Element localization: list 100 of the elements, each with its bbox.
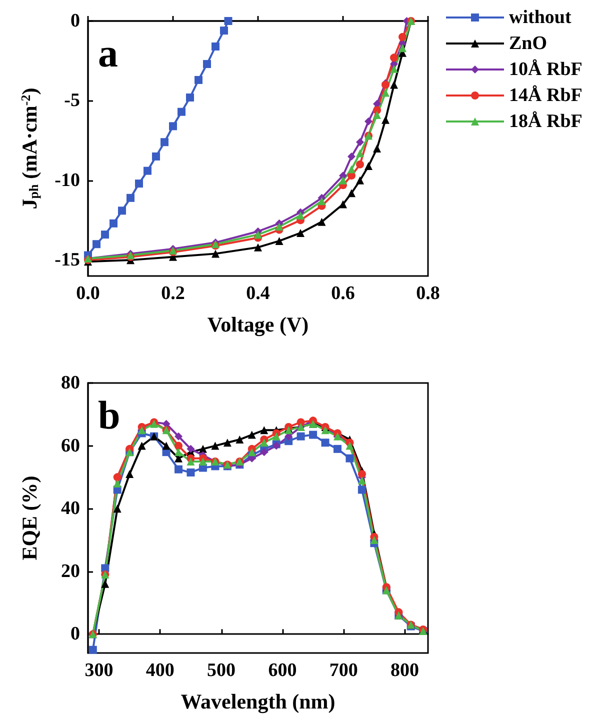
x-tick-label: 0.4 (246, 283, 270, 304)
point (138, 442, 146, 450)
point (174, 448, 183, 456)
x-tick-label: 300 (84, 660, 114, 681)
point (162, 442, 170, 450)
point (260, 438, 268, 447)
point (382, 88, 390, 97)
point (178, 108, 186, 116)
x-tick-label: 0.8 (416, 283, 440, 304)
point (118, 206, 126, 215)
point (160, 138, 168, 146)
point (126, 194, 134, 202)
point (364, 117, 372, 126)
x-axis-title: Voltage (V) (207, 312, 309, 336)
point (373, 144, 381, 152)
point (398, 32, 406, 41)
point (203, 60, 211, 68)
x-tick-label: 0.0 (76, 283, 100, 304)
point (88, 646, 97, 654)
point (101, 230, 109, 239)
annotation: b (98, 392, 120, 438)
point (236, 436, 244, 444)
point (390, 54, 398, 62)
x-tick-label: 0.2 (161, 283, 185, 304)
y-tick-label: 60 (61, 435, 80, 456)
point (358, 476, 366, 484)
point (224, 17, 232, 25)
point (275, 236, 284, 245)
y-tick-label: -10 (54, 170, 80, 191)
point (348, 152, 356, 160)
point (356, 176, 364, 184)
point (212, 250, 220, 258)
annotation: a (98, 30, 118, 76)
point (186, 468, 195, 476)
point (186, 457, 195, 466)
point (309, 430, 318, 439)
point (321, 426, 330, 434)
point (296, 211, 304, 220)
point (144, 166, 152, 175)
point (358, 470, 366, 478)
point (198, 444, 207, 453)
point (254, 243, 262, 252)
point (358, 486, 366, 494)
point (186, 94, 194, 102)
y-tick-label: 20 (61, 560, 80, 582)
point (390, 64, 398, 73)
y-tick-label: 0 (70, 10, 80, 32)
point (174, 465, 183, 474)
point (296, 228, 304, 237)
legend-label: 14Å RbF (509, 85, 582, 106)
point (198, 457, 207, 466)
point (348, 189, 356, 198)
point (339, 176, 347, 184)
point (152, 152, 160, 160)
point (373, 111, 381, 120)
point (223, 438, 232, 447)
point (260, 426, 268, 434)
y-tick-label: -15 (54, 250, 80, 271)
x-tick-label: 500 (207, 660, 236, 681)
point (356, 138, 364, 146)
point (275, 222, 284, 231)
point (248, 430, 256, 439)
y-tick-label: -5 (64, 90, 80, 112)
point (348, 165, 356, 174)
point (346, 454, 354, 462)
y-tick-label: 80 (61, 372, 80, 394)
point (260, 448, 268, 456)
point (346, 442, 354, 450)
x-tick-label: 0.6 (331, 283, 355, 304)
legend-label: 10Å RbF (509, 59, 582, 80)
point (382, 116, 390, 124)
legend-label: ZnO (509, 33, 548, 54)
point (318, 218, 326, 226)
point (110, 219, 118, 228)
point (135, 180, 143, 188)
x-tick-label: 800 (390, 660, 420, 681)
point (113, 479, 122, 488)
point (92, 240, 100, 248)
legend-label: without (509, 7, 572, 28)
point (321, 438, 330, 447)
point (364, 162, 372, 170)
y-axis-title: Jph (mA·cm-2) (18, 88, 42, 210)
point (174, 432, 183, 440)
point (169, 122, 177, 130)
point (318, 197, 326, 206)
point (113, 504, 122, 513)
x-tick-label: 600 (268, 660, 297, 681)
point (220, 26, 228, 35)
point (174, 442, 183, 450)
point (272, 432, 280, 440)
point (126, 470, 134, 478)
y-axis-title: EQE (%) (18, 476, 42, 560)
point (194, 76, 202, 84)
point (356, 149, 364, 158)
point (212, 42, 220, 50)
point (356, 160, 364, 168)
point (333, 444, 342, 453)
y-tick-label: 40 (61, 498, 80, 520)
point (248, 448, 256, 456)
point (254, 230, 262, 239)
